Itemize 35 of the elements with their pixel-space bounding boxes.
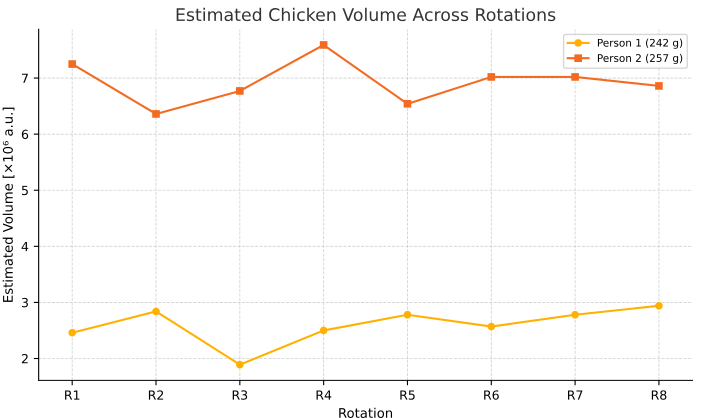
point [236, 87, 244, 95]
point [68, 328, 76, 337]
x-tick-label: R6 [484, 390, 499, 400]
y-tick-label: 6 [22, 130, 28, 140]
x-tick-label: R2 [148, 390, 164, 400]
point [152, 110, 160, 118]
point [68, 60, 76, 68]
point [404, 100, 412, 108]
point [152, 308, 160, 316]
x-tick-label: R1 [65, 390, 80, 400]
point [655, 82, 663, 90]
point [487, 322, 496, 330]
y-tick-label: 4 [22, 242, 28, 252]
chart-title: Estimated Chicken Volume Across Rotations [176, 8, 556, 22]
point [655, 302, 663, 310]
point [571, 310, 579, 319]
x-tick-label: R4 [316, 390, 332, 400]
x-tick-label: R5 [400, 390, 415, 400]
x-tick-label: R3 [232, 390, 248, 400]
legend-label: Person 2 (257 g) [598, 54, 682, 64]
point [236, 360, 244, 368]
y-tick-label: 7 [22, 74, 28, 83]
y-tick-label: 5 [22, 186, 28, 196]
x-tick-label: R7 [568, 390, 582, 400]
point [320, 41, 328, 49]
y-tick-label: 3 [22, 298, 28, 308]
point [320, 326, 328, 334]
point [487, 73, 496, 81]
point [404, 310, 412, 319]
y-tick-label: 2 [22, 354, 28, 364]
point [571, 73, 579, 81]
legend-label: Person 1 (242 g) [598, 38, 682, 49]
y-axis-title: Estimated Volume [×10⁶ a.u.] [2, 108, 14, 302]
x-tick-label: R8 [652, 390, 666, 400]
x-axis-title: Rotation [339, 408, 392, 418]
